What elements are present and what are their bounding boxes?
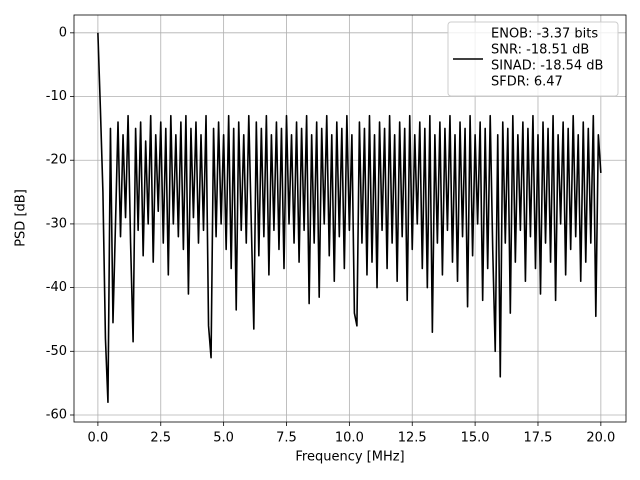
x-tick-label: 20.0 [586, 431, 615, 446]
x-tick-label: 12.5 [398, 431, 427, 446]
legend-label: SFDR: 6.47 [491, 75, 563, 90]
y-tick-label: -30 [46, 216, 67, 231]
y-tick-label: -50 [46, 344, 67, 359]
y-tick-label: 0 [59, 25, 67, 40]
x-tick-label: 7.5 [276, 431, 297, 446]
x-tick-label: 5.0 [213, 431, 234, 446]
axes-frame [73, 14, 627, 423]
x-tick-label: 0.0 [88, 431, 109, 446]
legend-label: ENOB: -3.37 bits [491, 27, 598, 42]
legend-label: SINAD: -18.54 dB [491, 59, 603, 74]
y-tick-label: -10 [46, 89, 67, 104]
x-tick-label: 10.0 [335, 431, 364, 446]
y-tick-label: -40 [46, 280, 67, 295]
y-tick-label: -60 [46, 407, 67, 422]
x-axis-label: Frequency [MHz] [295, 450, 404, 465]
x-tick-label: 2.5 [150, 431, 171, 446]
x-tick-label: 15.0 [461, 431, 490, 446]
data-line [97, 32, 602, 404]
legend-box [447, 21, 619, 97]
y-axis-label: PSD [dB] [14, 189, 29, 247]
y-tick-label: -20 [46, 153, 67, 168]
legend-label: SNR: -18.51 dB [491, 43, 589, 58]
x-tick-label: 17.5 [524, 431, 553, 446]
